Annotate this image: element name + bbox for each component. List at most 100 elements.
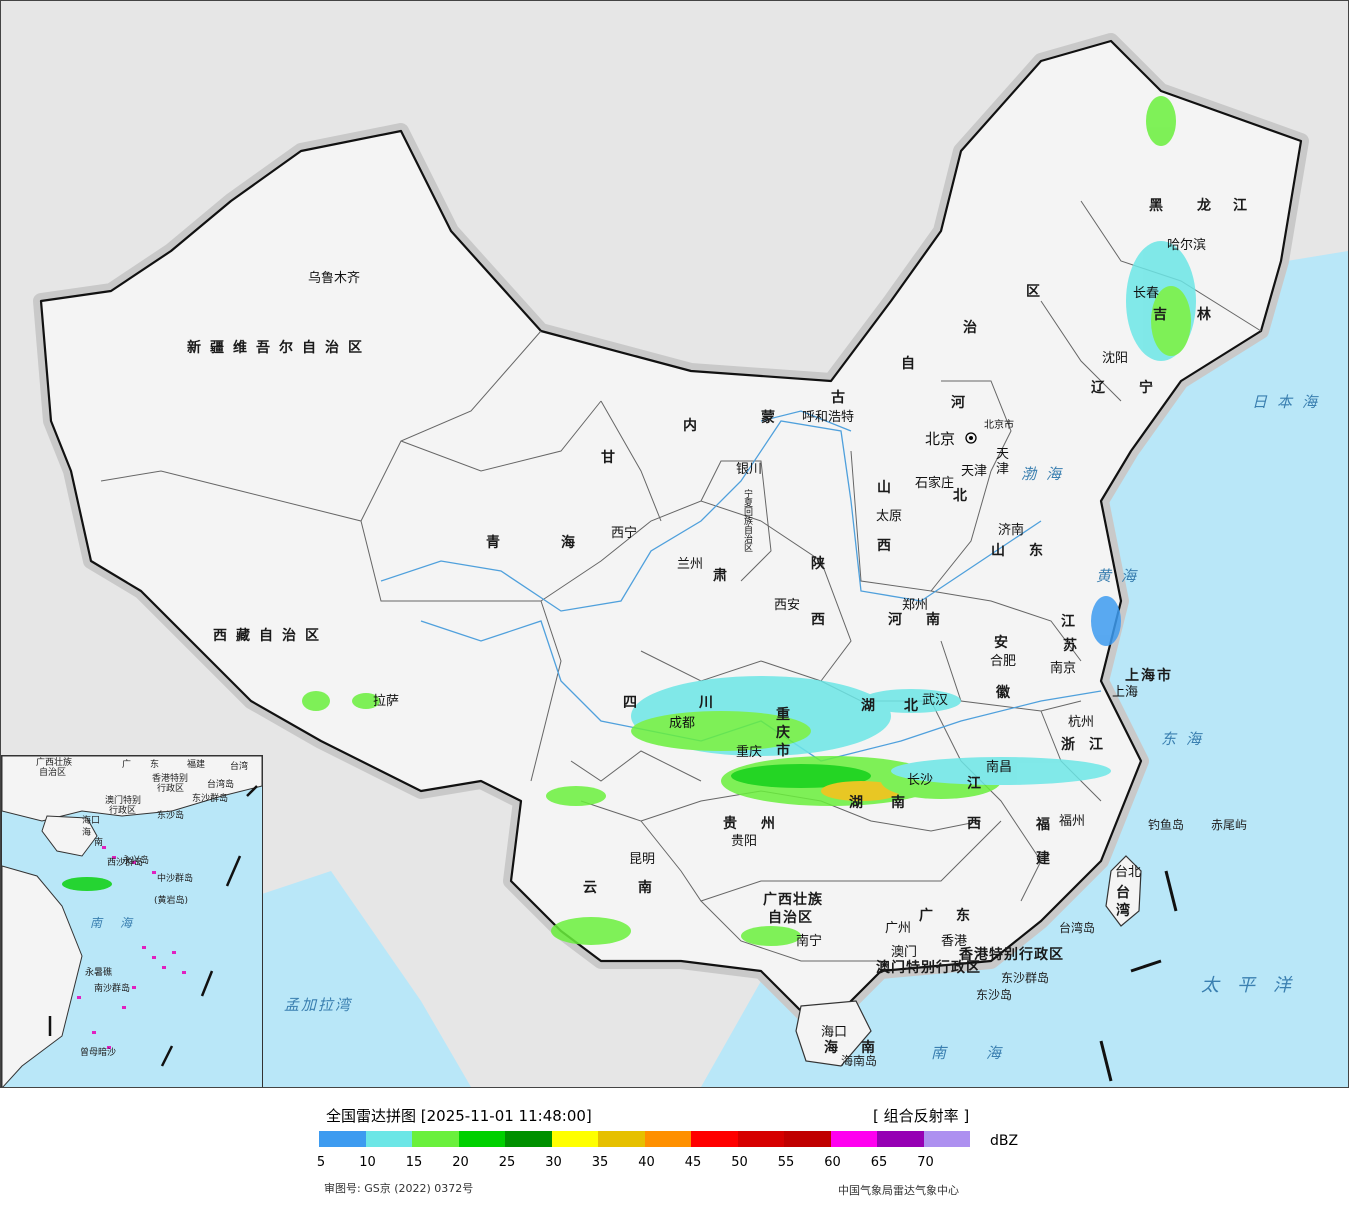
province-label: 南 [861,1040,884,1056]
province-label: 天 [996,447,1010,462]
city-label: 南昌 [986,760,1013,775]
city-label: 呼和浩特 [802,410,855,425]
colorbar-swatch [923,1131,970,1147]
sea-label: 东海 [1161,730,1212,748]
city-label: 长沙 [907,773,934,788]
east-sea-area [701,251,1348,1087]
province-label: 浙 [1061,737,1084,753]
province-label: 东 [1029,543,1052,559]
colorbar-swatch [784,1131,831,1147]
product-label: [ 组合反射率 ] [873,1107,970,1125]
city-label: 杭州 [1068,715,1095,730]
inset-label: 行政区 [109,806,137,816]
province-label: 安 [994,635,1017,651]
province-label: 北 [904,698,927,714]
province-label: 辽 [1091,380,1114,396]
colorbar-tick-label: 30 [545,1155,562,1170]
province-label: 澳门特别行政区 [876,960,981,976]
province-label: 西藏自治区 [213,628,328,644]
colorbar-swatch [551,1131,598,1147]
taiwan-island [1105,855,1142,927]
city-label: 南京 [1050,661,1077,676]
inset-label: 永暑礁 [85,968,113,978]
colorbar-swatch [365,1131,412,1147]
province-label: 古 [831,390,854,406]
province-label: 湾 [1116,903,1139,919]
province-label: 西 [877,538,900,554]
bay-of-bengal [241,871,471,1087]
colorbar-tick-label: 60 [824,1155,841,1170]
approval-number: 审图号: GS京 (2022) 0372号 [324,1182,474,1195]
inset-label: 香港特别 [152,774,189,784]
colorbar-tick-label: 25 [498,1155,516,1170]
colorbar-swatch [412,1131,459,1147]
province-label: 海 [561,535,584,551]
inset-label: 澳门特别 [105,796,142,806]
province-label: 龙 [1197,198,1220,214]
inset-label: 永兴岛 [122,856,150,866]
colorbar-tick-label: 10 [359,1155,376,1170]
inset-label: 海 [82,828,92,838]
island-label: 赤尾屿 [1211,818,1248,832]
city-label: 济南 [998,523,1025,538]
city-label: 太原 [876,509,903,524]
inset-label: 西沙群岛 [107,858,144,868]
inset-label: 台湾岛 [207,780,235,790]
province-label: 江 [1089,737,1112,753]
province-label: 南 [891,795,914,811]
province-label: 吉 [1153,307,1176,323]
city-label: 香港 [941,934,968,949]
province-label: 福 [1036,817,1059,833]
province-label: 内 [683,418,706,434]
colorbar-swatch [505,1131,552,1147]
province-label: 南 [926,612,949,628]
reflectivity-colorbar [319,1131,970,1147]
island-label: 东沙岛 [976,988,1013,1002]
province-label: 上海市 [1125,668,1173,684]
province-label: 山 [991,543,1014,559]
inset-label: (黄岩岛) [154,896,189,906]
city-label: 成都 [669,716,696,731]
province-label: 东 [956,908,979,924]
province-label: 湖 [849,795,872,811]
island-label: 台湾岛 [1059,921,1096,935]
inset-label: 曾母暗沙 [80,1048,117,1058]
province-label: 自治区 [768,910,813,926]
colorbar-tick-label: 35 [591,1155,609,1170]
province-label: 江 [1061,614,1084,630]
province-label: 肃 [713,568,736,584]
inset-label: 广西壮族 [36,758,73,768]
city-label: 天津 [961,464,988,479]
province-label: 区 [1026,284,1049,300]
inset-label: 东 [150,760,160,770]
province-label: 河 [951,395,974,411]
radar-echoes [302,96,1196,946]
inset-label: 海 [120,916,133,930]
city-label: 兰州 [677,557,704,572]
province-label: 南 [638,880,661,896]
province-label: 宁夏回族自治区 [742,489,752,552]
inset-label: 中沙群岛 [157,874,194,884]
sea-label: 渤海 [1021,465,1072,483]
province-label: 香港特别行政区 [959,947,1064,963]
province-label: 台 [1116,885,1139,901]
colorbar-tick-label: 50 [731,1155,748,1170]
colorbar-swatch [458,1131,505,1147]
city-label: 拉萨 [373,694,400,709]
city-label: 西安 [774,598,801,613]
province-label: 青 [486,535,509,551]
city-label: 贵阳 [731,834,758,849]
radar-map[interactable]: 新疆维吾尔自治区 西藏自治区 青 海 甘 肃 内 蒙 古 自 治 区 黑 龙 江… [0,0,1349,1088]
province-label: 台北 [1115,865,1142,880]
province-label: 海 [824,1040,847,1056]
city-label: 上海 [1112,685,1139,700]
inset-label: 南沙群岛 [94,984,131,994]
inset-label: 广 [122,760,132,770]
legend: 全国雷达拼图 [2025-11-01 11:48:00] [ 组合反射率 ] d… [0,1088,1349,1208]
inset-label: 台湾 [230,762,249,772]
colorbar-swatch [644,1131,691,1147]
colorbar-tick-label: 5 [316,1155,326,1170]
city-label: 银川 [736,462,763,477]
hainan-island [795,1000,872,1067]
colorbar-swatch [737,1131,784,1147]
